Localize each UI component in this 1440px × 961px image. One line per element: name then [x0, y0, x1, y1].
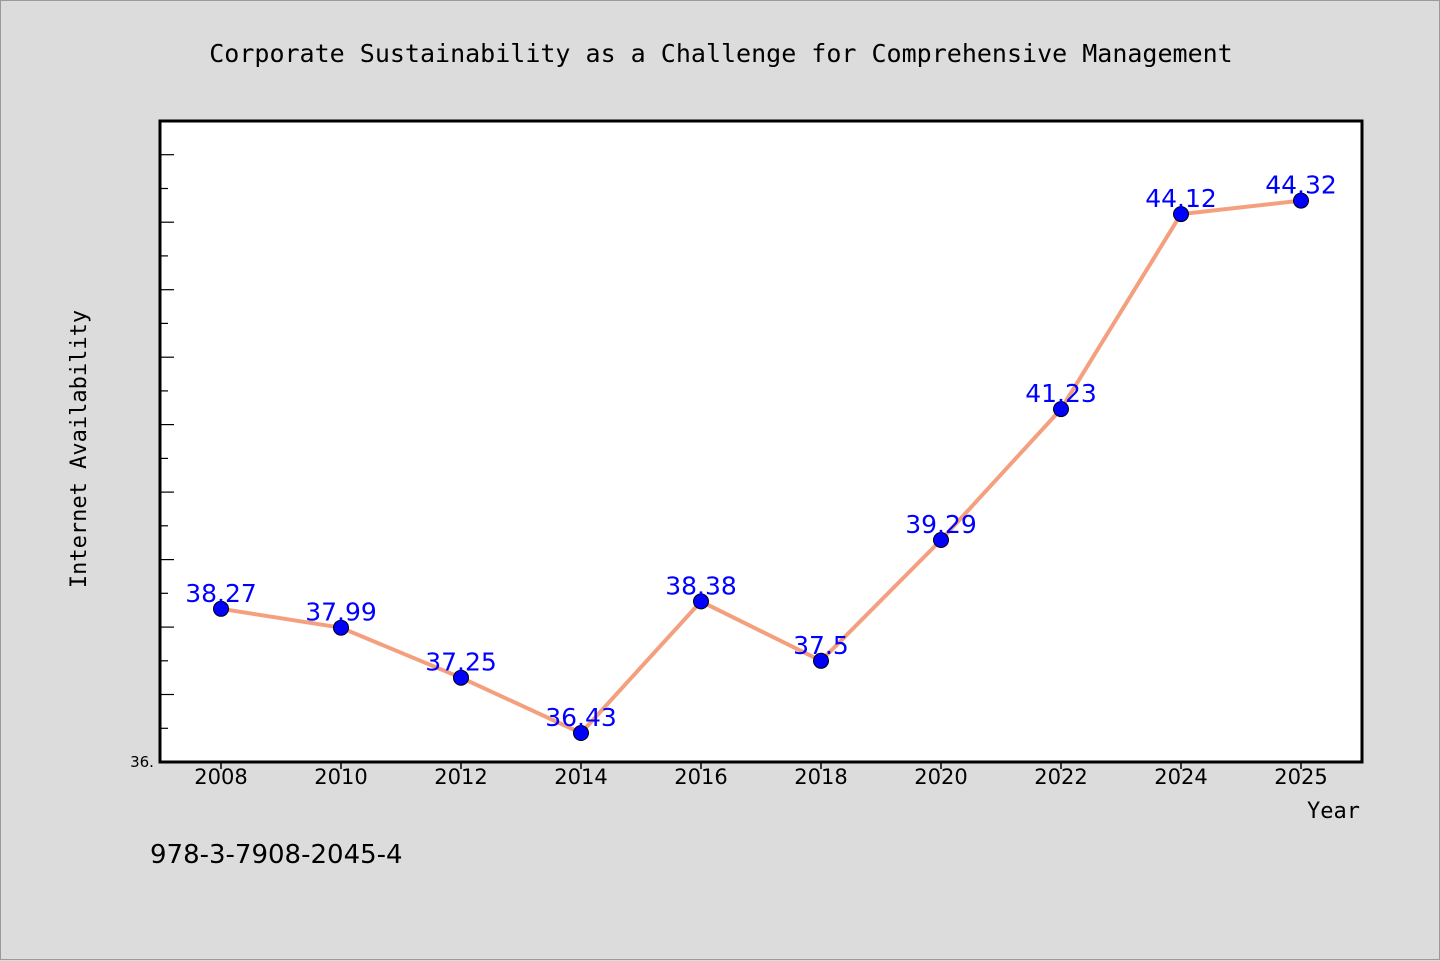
y-axis-ticks	[160, 120, 174, 729]
data-label: 37.99	[305, 598, 377, 627]
data-point	[933, 532, 949, 548]
data-label: 36.43	[545, 703, 617, 732]
data-point	[1173, 206, 1189, 223]
data-label: 37.5	[793, 631, 849, 660]
x-axis-ticks: 2008 2010 2012 2014 2016 2018 2020 2022 2024 2025	[194, 762, 1328, 789]
data-label: 38.27	[185, 579, 257, 608]
data-point	[333, 619, 349, 636]
series-layer: 38.27 37.99 37.25 36.43 38.38 37.5 39.29 41.23 4…	[185, 171, 1337, 741]
data-point	[1053, 401, 1069, 418]
x-tick-label: 2022	[1034, 765, 1087, 789]
data-label: 39.29	[905, 510, 977, 539]
data-point	[813, 652, 829, 669]
y-axis-label: Internet Availability	[67, 310, 92, 588]
data-label: 37.25	[425, 648, 497, 677]
x-tick-label: 2014	[554, 765, 607, 789]
y-tick-label: 36.	[130, 753, 154, 771]
x-tick-label: 2016	[674, 765, 727, 789]
data-point	[693, 593, 709, 610]
plot-area	[158, 119, 1364, 764]
data-label: 41.23	[1025, 379, 1097, 408]
data-point	[573, 725, 589, 741]
data-point	[453, 669, 469, 686]
isbn-footer: 978-3-7908-2045-4	[150, 840, 403, 870]
x-tick-label: 2012	[434, 765, 487, 789]
data-point	[213, 600, 229, 617]
x-tick-label: 2018	[794, 765, 847, 789]
x-tick-label: 2024	[1154, 765, 1207, 789]
x-tick-label: 2025	[1274, 765, 1327, 789]
x-tick-label: 2008	[194, 765, 247, 789]
data-label: 44.12	[1145, 184, 1217, 213]
data-point	[1293, 192, 1309, 209]
x-tick-label: 2020	[914, 765, 967, 789]
data-label: 38.38	[665, 571, 737, 600]
series-line	[219, 198, 1303, 735]
x-tick-label: 2010	[314, 765, 367, 789]
data-label: 44.32	[1265, 171, 1337, 200]
x-axis-label: Year	[1307, 799, 1360, 824]
chart-title: Corporate Sustainability as a Challenge …	[209, 39, 1233, 68]
